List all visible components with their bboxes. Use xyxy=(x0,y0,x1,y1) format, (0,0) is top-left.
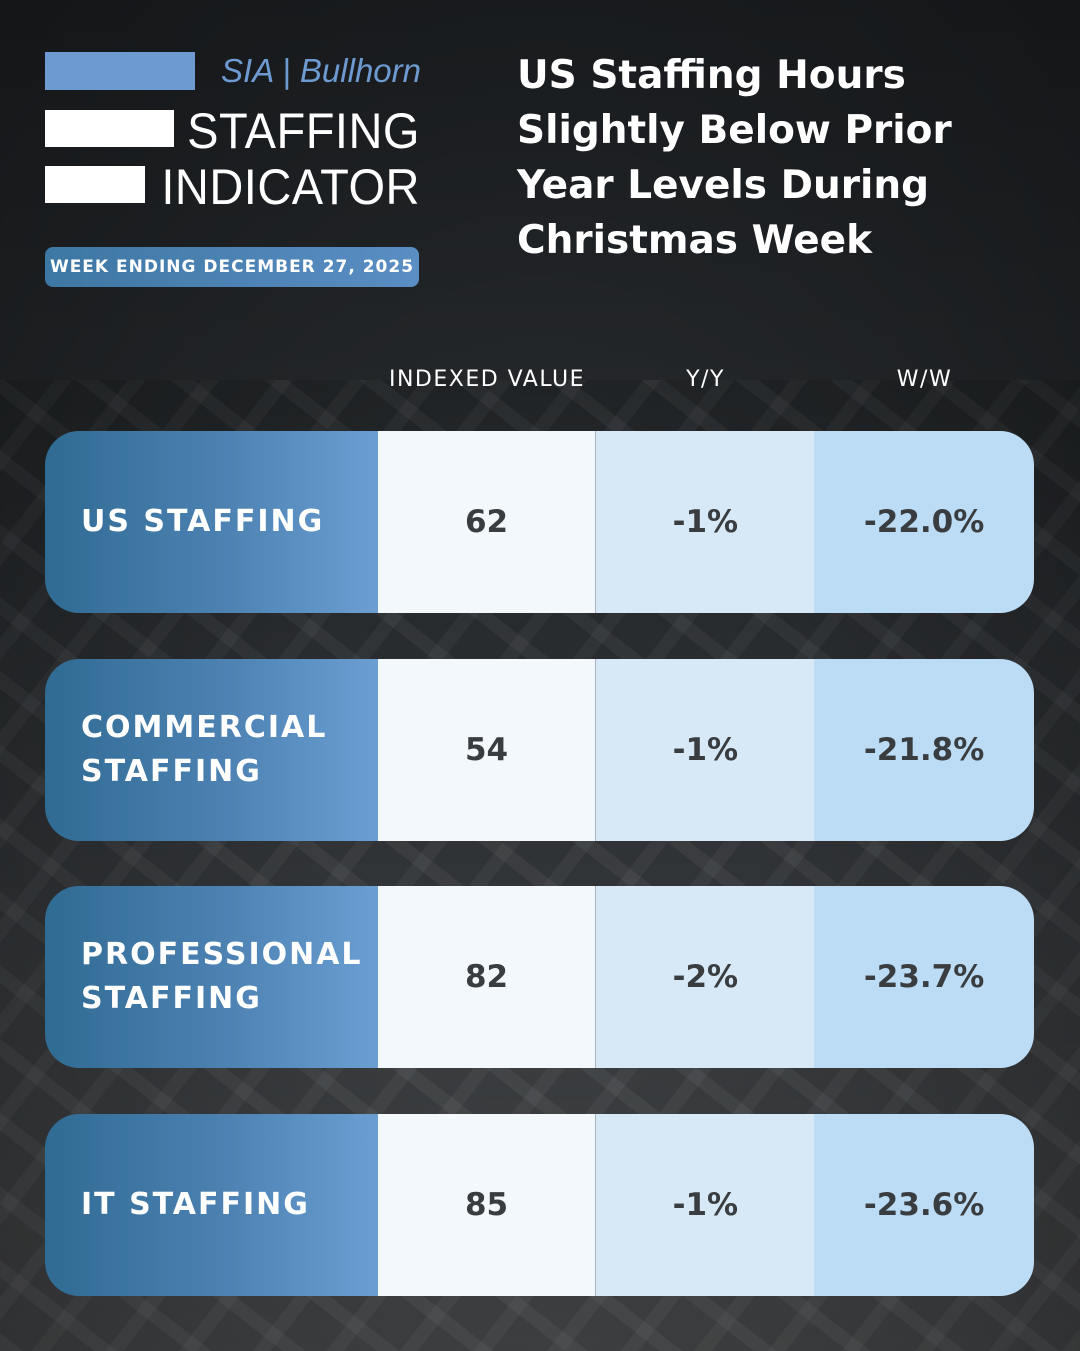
ww-cell: -23.7% xyxy=(814,886,1034,1068)
ww-cell: -21.8% xyxy=(814,659,1034,841)
table-row-it-staffing: IT STAFFING 85 -1% -23.6% xyxy=(45,1114,1034,1296)
logo-bar-blue xyxy=(45,52,195,90)
headline-line: US Staffing Hours xyxy=(517,53,906,98)
headline-line: Year Levels During xyxy=(517,163,929,208)
logo-bar-white-1 xyxy=(45,110,174,147)
row-label-cell: US STAFFING xyxy=(45,431,378,613)
table-row-professional-staffing: PROFESSIONAL STAFFING 82 -2% -23.7% xyxy=(45,886,1034,1068)
headline: US Staffing Hours Slightly Below Prior Y… xyxy=(517,48,1037,268)
row-label: IT STAFFING xyxy=(81,1187,310,1222)
column-header-indexed-value: INDEXED VALUE xyxy=(388,367,586,392)
logo-title-line-2: INDICATOR xyxy=(161,157,420,215)
column-header-ww: W/W xyxy=(896,367,953,392)
row-label: COMMERCIAL STAFFING xyxy=(81,710,328,789)
headline-line: Slightly Below Prior xyxy=(517,108,952,153)
yy-cell: -1% xyxy=(596,1114,815,1296)
yy-cell: -2% xyxy=(596,886,815,1068)
table-row-us-staffing: US STAFFING 62 -1% -22.0% xyxy=(45,431,1034,613)
indexed-value-cell: 85 xyxy=(377,1114,597,1296)
row-label-cell: IT STAFFING xyxy=(45,1114,378,1296)
logo-bar-white-2 xyxy=(45,166,145,203)
ww-cell: -22.0% xyxy=(814,431,1034,613)
logo-title-line-1: STAFFING xyxy=(187,101,420,159)
column-header-yy: Y/Y xyxy=(686,367,725,392)
yy-cell: -1% xyxy=(596,431,815,613)
brand-name: SIA | Bullhorn xyxy=(221,52,421,89)
table-row-commercial-staffing: COMMERCIAL STAFFING 54 -1% -21.8% xyxy=(45,659,1034,841)
week-ending-badge: WEEK ENDING DECEMBER 27, 2025 xyxy=(45,247,419,287)
indexed-value-cell: 54 xyxy=(377,659,597,841)
indexed-value-cell: 62 xyxy=(377,431,597,613)
row-label: US STAFFING xyxy=(81,504,325,539)
indexed-value-cell: 82 xyxy=(377,886,597,1068)
row-label: PROFESSIONAL STAFFING xyxy=(81,937,363,1016)
yy-cell: -1% xyxy=(596,659,815,841)
row-label-cell: COMMERCIAL STAFFING xyxy=(45,659,378,841)
ww-cell: -23.6% xyxy=(814,1114,1034,1296)
headline-line: Christmas Week xyxy=(517,218,873,263)
row-label-cell: PROFESSIONAL STAFFING xyxy=(45,886,378,1068)
